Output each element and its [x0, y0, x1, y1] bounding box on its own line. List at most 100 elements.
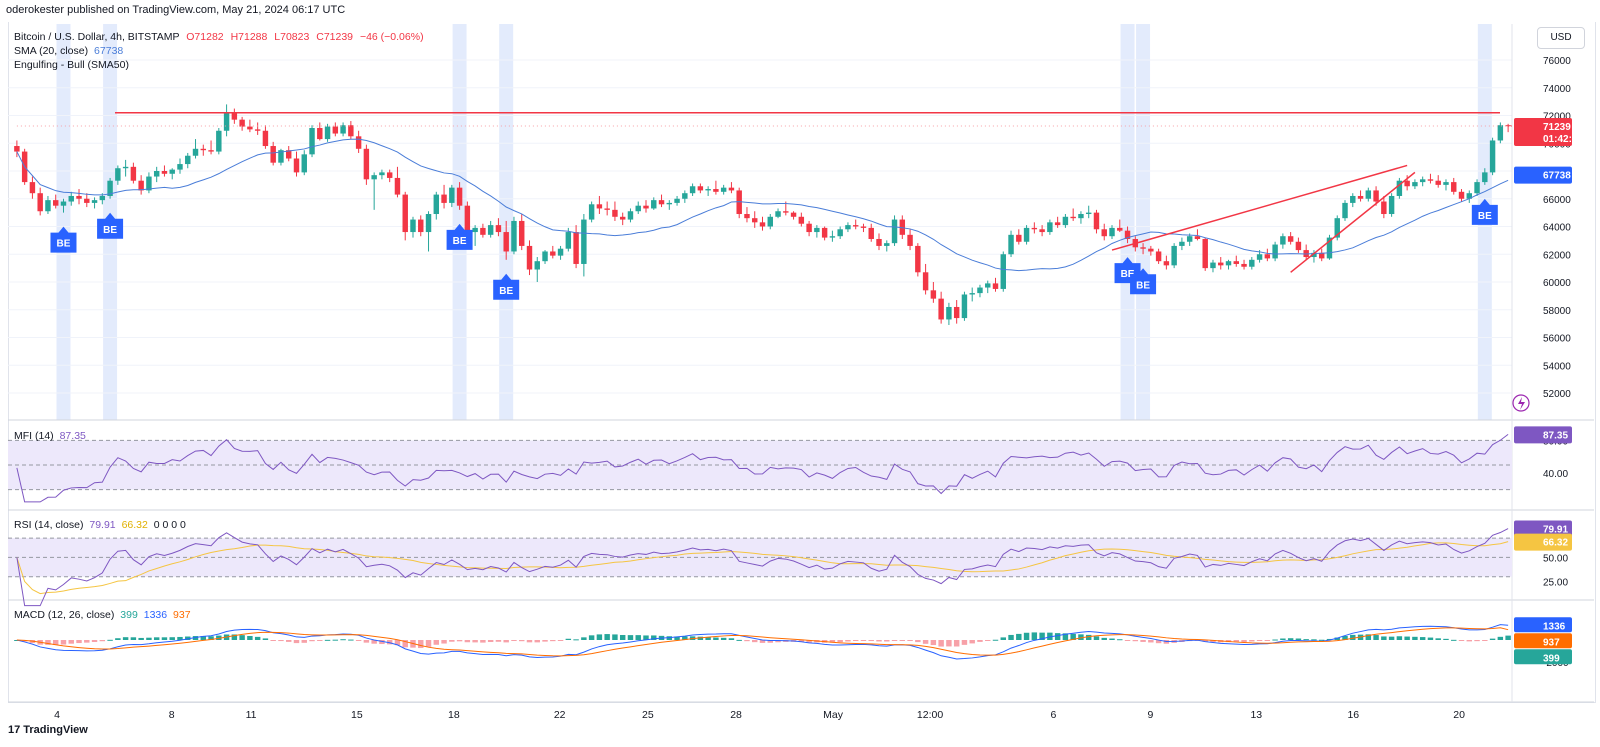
macd-legend[interactable]: MACD (12, 26, close) 399 1336 937: [14, 609, 191, 621]
macd-histogram-bar: [185, 636, 191, 640]
macd-histogram-bar: [1435, 638, 1441, 640]
overlays: [16, 111, 1512, 273]
macd-histogram-bar: [1085, 634, 1092, 640]
hist-value-tag-bg: [1514, 649, 1572, 665]
candle-body: [1124, 230, 1131, 239]
macd-histogram-bar: [1272, 639, 1278, 641]
macd-histogram-bar: [596, 634, 603, 640]
hist-value-tag-text: 399: [1543, 653, 1560, 664]
macd-histogram-bar: [705, 637, 711, 640]
macd-histogram-bar: [837, 640, 843, 643]
candle-body: [705, 189, 711, 191]
candle-body: [52, 200, 59, 206]
candle-body: [122, 166, 129, 169]
candle-body: [1148, 248, 1154, 252]
candle-body: [84, 198, 90, 203]
macd-value-tag-text: 1336: [1543, 621, 1566, 632]
highlight-bands: [56, 24, 1492, 420]
bull-engulfing-marker: [50, 226, 77, 253]
candle-body: [759, 222, 766, 227]
candle-body: [1163, 261, 1170, 266]
candle-body: [1194, 236, 1201, 239]
rsi-legend[interactable]: RSI (14, close) 79.91 66.32 0 0 0 0: [14, 519, 186, 531]
candle-body: [1039, 229, 1045, 233]
candle-body: [29, 182, 36, 194]
candle-body: [402, 194, 408, 233]
macd-histogram-bar: [534, 640, 540, 643]
candle-body: [635, 205, 641, 212]
candle-body: [1357, 195, 1364, 199]
candle-body: [1047, 222, 1053, 233]
macd-histogram-bar: [1000, 637, 1006, 640]
candle-body: [829, 236, 836, 238]
macd-histogram-bar: [1388, 636, 1395, 640]
macd-histogram-bar: [1264, 640, 1271, 641]
candle-body: [247, 126, 253, 130]
price-axis-label: 62000: [1543, 250, 1571, 261]
macd-histogram-bar: [1256, 640, 1263, 641]
candle-body: [394, 177, 401, 195]
rsi-ma-value-tag-bg: [1514, 533, 1572, 551]
currency-button[interactable]: USD: [1537, 27, 1585, 49]
symbol-legend: Bitcoin / U.S. Dollar, 4h, BITSTAMP O712…: [14, 31, 424, 43]
candle-body: [480, 227, 486, 235]
candle-body: [581, 219, 587, 264]
candle-body: [192, 148, 199, 156]
candle-body: [651, 200, 657, 209]
candle-body: [363, 148, 370, 180]
macd-histogram-bar: [1117, 639, 1123, 641]
candle-body: [76, 195, 82, 199]
candle-body: [1443, 182, 1449, 185]
time-axis-label: 22: [554, 709, 566, 721]
macd-histogram-bar: [713, 637, 719, 640]
macd-histogram-bar: [1210, 640, 1216, 643]
macd-line: [16, 624, 1509, 660]
engulfing-legend[interactable]: Engulfing - Bull (SMA50): [14, 59, 129, 71]
candle-body: [961, 294, 968, 319]
sma-legend[interactable]: SMA (20, close) 67738: [14, 45, 123, 57]
candle-body: [891, 219, 898, 244]
macd-histogram-bar: [487, 640, 494, 643]
mfi-legend[interactable]: MFI (14) 87.35: [14, 430, 86, 442]
macd-histogram-bar: [45, 640, 51, 645]
symbol-name[interactable]: Bitcoin / U.S. Dollar, 4h, BITSTAMP: [14, 31, 180, 43]
candle-body: [689, 186, 696, 194]
candle-body: [511, 220, 517, 252]
macd-histogram-bar: [84, 640, 90, 643]
candle-body: [1435, 180, 1441, 185]
candle-body: [1070, 216, 1076, 219]
candle-body: [348, 125, 354, 137]
candle-body: [153, 171, 160, 177]
candle-body: [977, 287, 983, 294]
candle-body: [1334, 218, 1340, 238]
brand-label: TradingView: [23, 724, 88, 736]
sma-price-tag-bg: [1514, 166, 1572, 184]
macd-histogram-bar: [953, 640, 960, 647]
last-price-tag-bg: [1514, 118, 1572, 147]
candle-body: [658, 200, 665, 205]
candle-body: [99, 195, 106, 201]
candle-body: [146, 176, 152, 191]
macd-histogram-bar: [752, 640, 758, 643]
candle-body: [161, 171, 168, 174]
tradingview-brand[interactable]: 17 TradingView: [8, 724, 88, 736]
macd-histogram-bar: [332, 639, 339, 641]
ohlc-open: O71282: [186, 31, 224, 43]
macd-histogram-bar: [278, 640, 284, 642]
engulfing-highlight-band: [452, 24, 467, 420]
candle-body: [884, 243, 890, 246]
macd-histogram-bar: [604, 634, 610, 640]
candle-body: [68, 195, 74, 202]
bull-engulfing-label: BE: [499, 286, 513, 297]
last-price-tag-text: 01:42:34: [1543, 134, 1583, 145]
price-axis-label: 56000: [1543, 334, 1571, 345]
macd-histogram-bar: [682, 636, 688, 640]
candle-body: [200, 148, 207, 151]
candle-body: [37, 193, 43, 212]
candle-body: [1388, 195, 1395, 215]
candle-body: [1179, 241, 1185, 246]
macd-histogram-bar: [1396, 636, 1403, 640]
price-axis-label: 72000: [1543, 112, 1571, 123]
bull-engulfing-marker: [446, 223, 473, 250]
